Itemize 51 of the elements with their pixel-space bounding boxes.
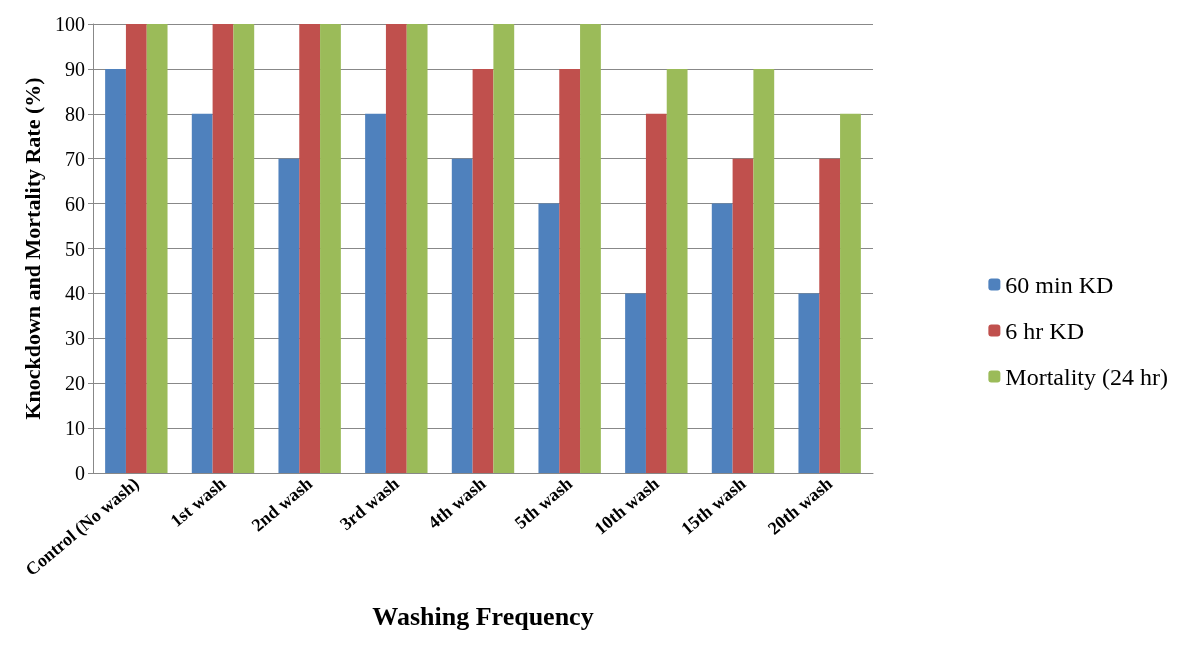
bar xyxy=(105,68,126,473)
x-axis-title: Washing Frequency xyxy=(372,601,594,631)
bar xyxy=(798,293,820,473)
bar xyxy=(212,24,234,473)
bar xyxy=(625,293,646,473)
bar xyxy=(840,113,861,473)
bar xyxy=(125,24,147,473)
bar xyxy=(472,68,494,473)
bar xyxy=(559,68,581,473)
x-tick-label: 20th wash xyxy=(763,473,837,539)
x-tick-label: 10th wash xyxy=(590,473,663,539)
y-tick-label: 40 xyxy=(65,282,85,305)
x-tick-label: 2nd wash xyxy=(247,473,317,536)
y-tick-label: 20 xyxy=(65,372,85,395)
x-tick-label: 1st wash xyxy=(166,473,230,531)
x-tick-label: 15th wash xyxy=(677,473,750,539)
bar xyxy=(146,24,168,473)
bar xyxy=(666,68,688,473)
bar xyxy=(538,203,560,473)
bar xyxy=(320,24,341,473)
x-tick-label: 4th wash xyxy=(424,473,490,533)
bar xyxy=(365,113,386,473)
bar xyxy=(385,24,407,473)
y-axis-title: Knockdown and Mortality Rate (%) xyxy=(19,77,45,420)
legend-label: 6 hr KD xyxy=(1005,317,1085,344)
y-tick-label: 60 xyxy=(65,192,85,215)
y-tick-label: 30 xyxy=(65,327,85,350)
bar xyxy=(406,24,428,473)
bar xyxy=(299,24,321,473)
y-tick-label: 100 xyxy=(55,13,85,35)
bar xyxy=(278,158,300,473)
y-tick-label: 0 xyxy=(75,462,85,484)
bar xyxy=(580,24,601,473)
bar xyxy=(191,113,213,473)
bar xyxy=(819,158,841,473)
y-tick-label: 80 xyxy=(65,102,85,125)
bar xyxy=(753,68,775,473)
y-tick-label: 50 xyxy=(65,237,85,260)
bar xyxy=(493,24,515,473)
x-tick-label: 5th wash xyxy=(510,473,577,533)
y-tick-label: 90 xyxy=(65,57,85,80)
bar xyxy=(732,158,754,473)
y-tick-label: 70 xyxy=(65,147,85,170)
y-tick-label: 10 xyxy=(65,417,85,440)
bar xyxy=(451,158,473,473)
bar xyxy=(645,113,667,473)
bar xyxy=(233,24,255,473)
legend-label: Mortality (24 hr) xyxy=(1005,363,1169,390)
x-tick-label: 3rd wash xyxy=(335,473,403,534)
legend-label: 60 min KD xyxy=(1005,271,1114,298)
bar xyxy=(711,203,733,473)
